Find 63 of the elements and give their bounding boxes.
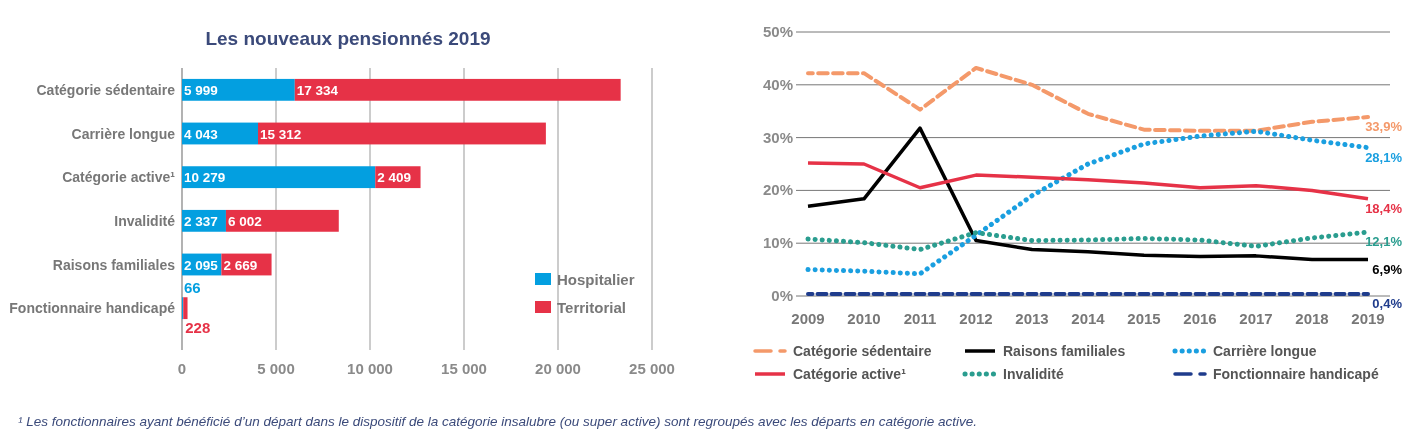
bar <box>258 122 546 145</box>
x-tick-label: 2010 <box>847 310 881 327</box>
bar <box>294 78 621 101</box>
y-tick-label: 30% <box>762 128 793 146</box>
y-tick-label: Carrière longue <box>71 125 176 142</box>
y-tick-label: Invalidité <box>114 212 176 229</box>
bar <box>183 297 188 320</box>
x-tick-label: 2014 <box>1071 310 1106 327</box>
annotation: 18,4% <box>1365 200 1403 216</box>
data-label: 66 <box>184 279 201 297</box>
y-tick-label: 0% <box>771 287 793 304</box>
data-label: 4 043 <box>184 126 219 142</box>
legend-label: Raisons familiales <box>1003 343 1126 359</box>
x-tick-label: 2019 <box>1351 310 1385 327</box>
x-tick-label: 15 000 <box>441 360 487 377</box>
y-tick-label: Fonctionnaire handicapé <box>9 300 176 317</box>
data-label: 17 334 <box>296 82 339 98</box>
annotation: 12,1% <box>1365 234 1403 250</box>
x-tick-label: 10 000 <box>347 360 393 377</box>
y-tick-label: Catégorie active¹ <box>62 169 176 186</box>
x-tick-label: 2018 <box>1295 310 1329 327</box>
x-tick-label: 2016 <box>1183 310 1217 327</box>
y-tick-label: 40% <box>762 75 793 93</box>
annotation: 28,1% <box>1365 149 1403 165</box>
data-label: 228 <box>185 319 211 337</box>
x-tick-label: 25 000 <box>629 360 675 377</box>
x-tick-label: 2017 <box>1239 310 1273 327</box>
data-label: 2 409 <box>377 170 412 186</box>
legend-label: Carrière longue <box>1213 343 1317 359</box>
annotation: 0,4% <box>1372 295 1403 311</box>
legend-label: Hospitalier <box>557 271 635 288</box>
bar <box>225 209 339 232</box>
x-tick-label: 5 000 <box>257 360 295 377</box>
annotation: 6,9% <box>1372 261 1403 277</box>
x-tick-label: 2011 <box>903 310 937 327</box>
y-tick-label: 50% <box>762 23 793 40</box>
legend-label: Catégorie active¹ <box>793 366 907 382</box>
x-tick-label: 2013 <box>1015 310 1049 327</box>
data-label: 5 999 <box>184 82 218 98</box>
x-tick-label: 20 000 <box>535 360 581 377</box>
y-tick-label: 10% <box>762 234 793 252</box>
data-label: 10 279 <box>184 170 226 186</box>
data-label: 2 337 <box>184 213 218 229</box>
y-tick-label: Raisons familiales <box>52 256 176 273</box>
data-label: 6 002 <box>227 213 262 229</box>
x-tick-label: 0 <box>177 360 187 377</box>
legend-label: Territorial <box>557 299 626 316</box>
legend-label: Catégorie sédentaire <box>793 343 932 359</box>
legend-label: Fonctionnaire handicapé <box>1213 366 1379 382</box>
data-label: 15 312 <box>260 126 302 142</box>
text: ¹ Les fonctionnaires ayant bénéficié d’un départ dans le dispositif de la catégorie insalubre (ou super active) sont regroupés avec les départs en catégorie active. <box>18 414 978 429</box>
data-label: 2 669 <box>223 257 258 273</box>
chart-title: Les nouveaux pensionnés 2019 <box>205 28 491 49</box>
data-label: 2 095 <box>184 257 219 273</box>
x-tick-label: 2012 <box>959 310 993 327</box>
x-tick-label: 2015 <box>1127 310 1161 327</box>
y-tick-label: Catégorie sédentaire <box>36 81 176 98</box>
y-tick-label: 20% <box>762 181 793 199</box>
x-tick-label: 2009 <box>791 310 825 327</box>
bar <box>182 166 376 189</box>
bar <box>182 78 295 101</box>
annotation: 33,9% <box>1365 119 1403 135</box>
legend-label: Invalidité <box>1003 366 1064 382</box>
